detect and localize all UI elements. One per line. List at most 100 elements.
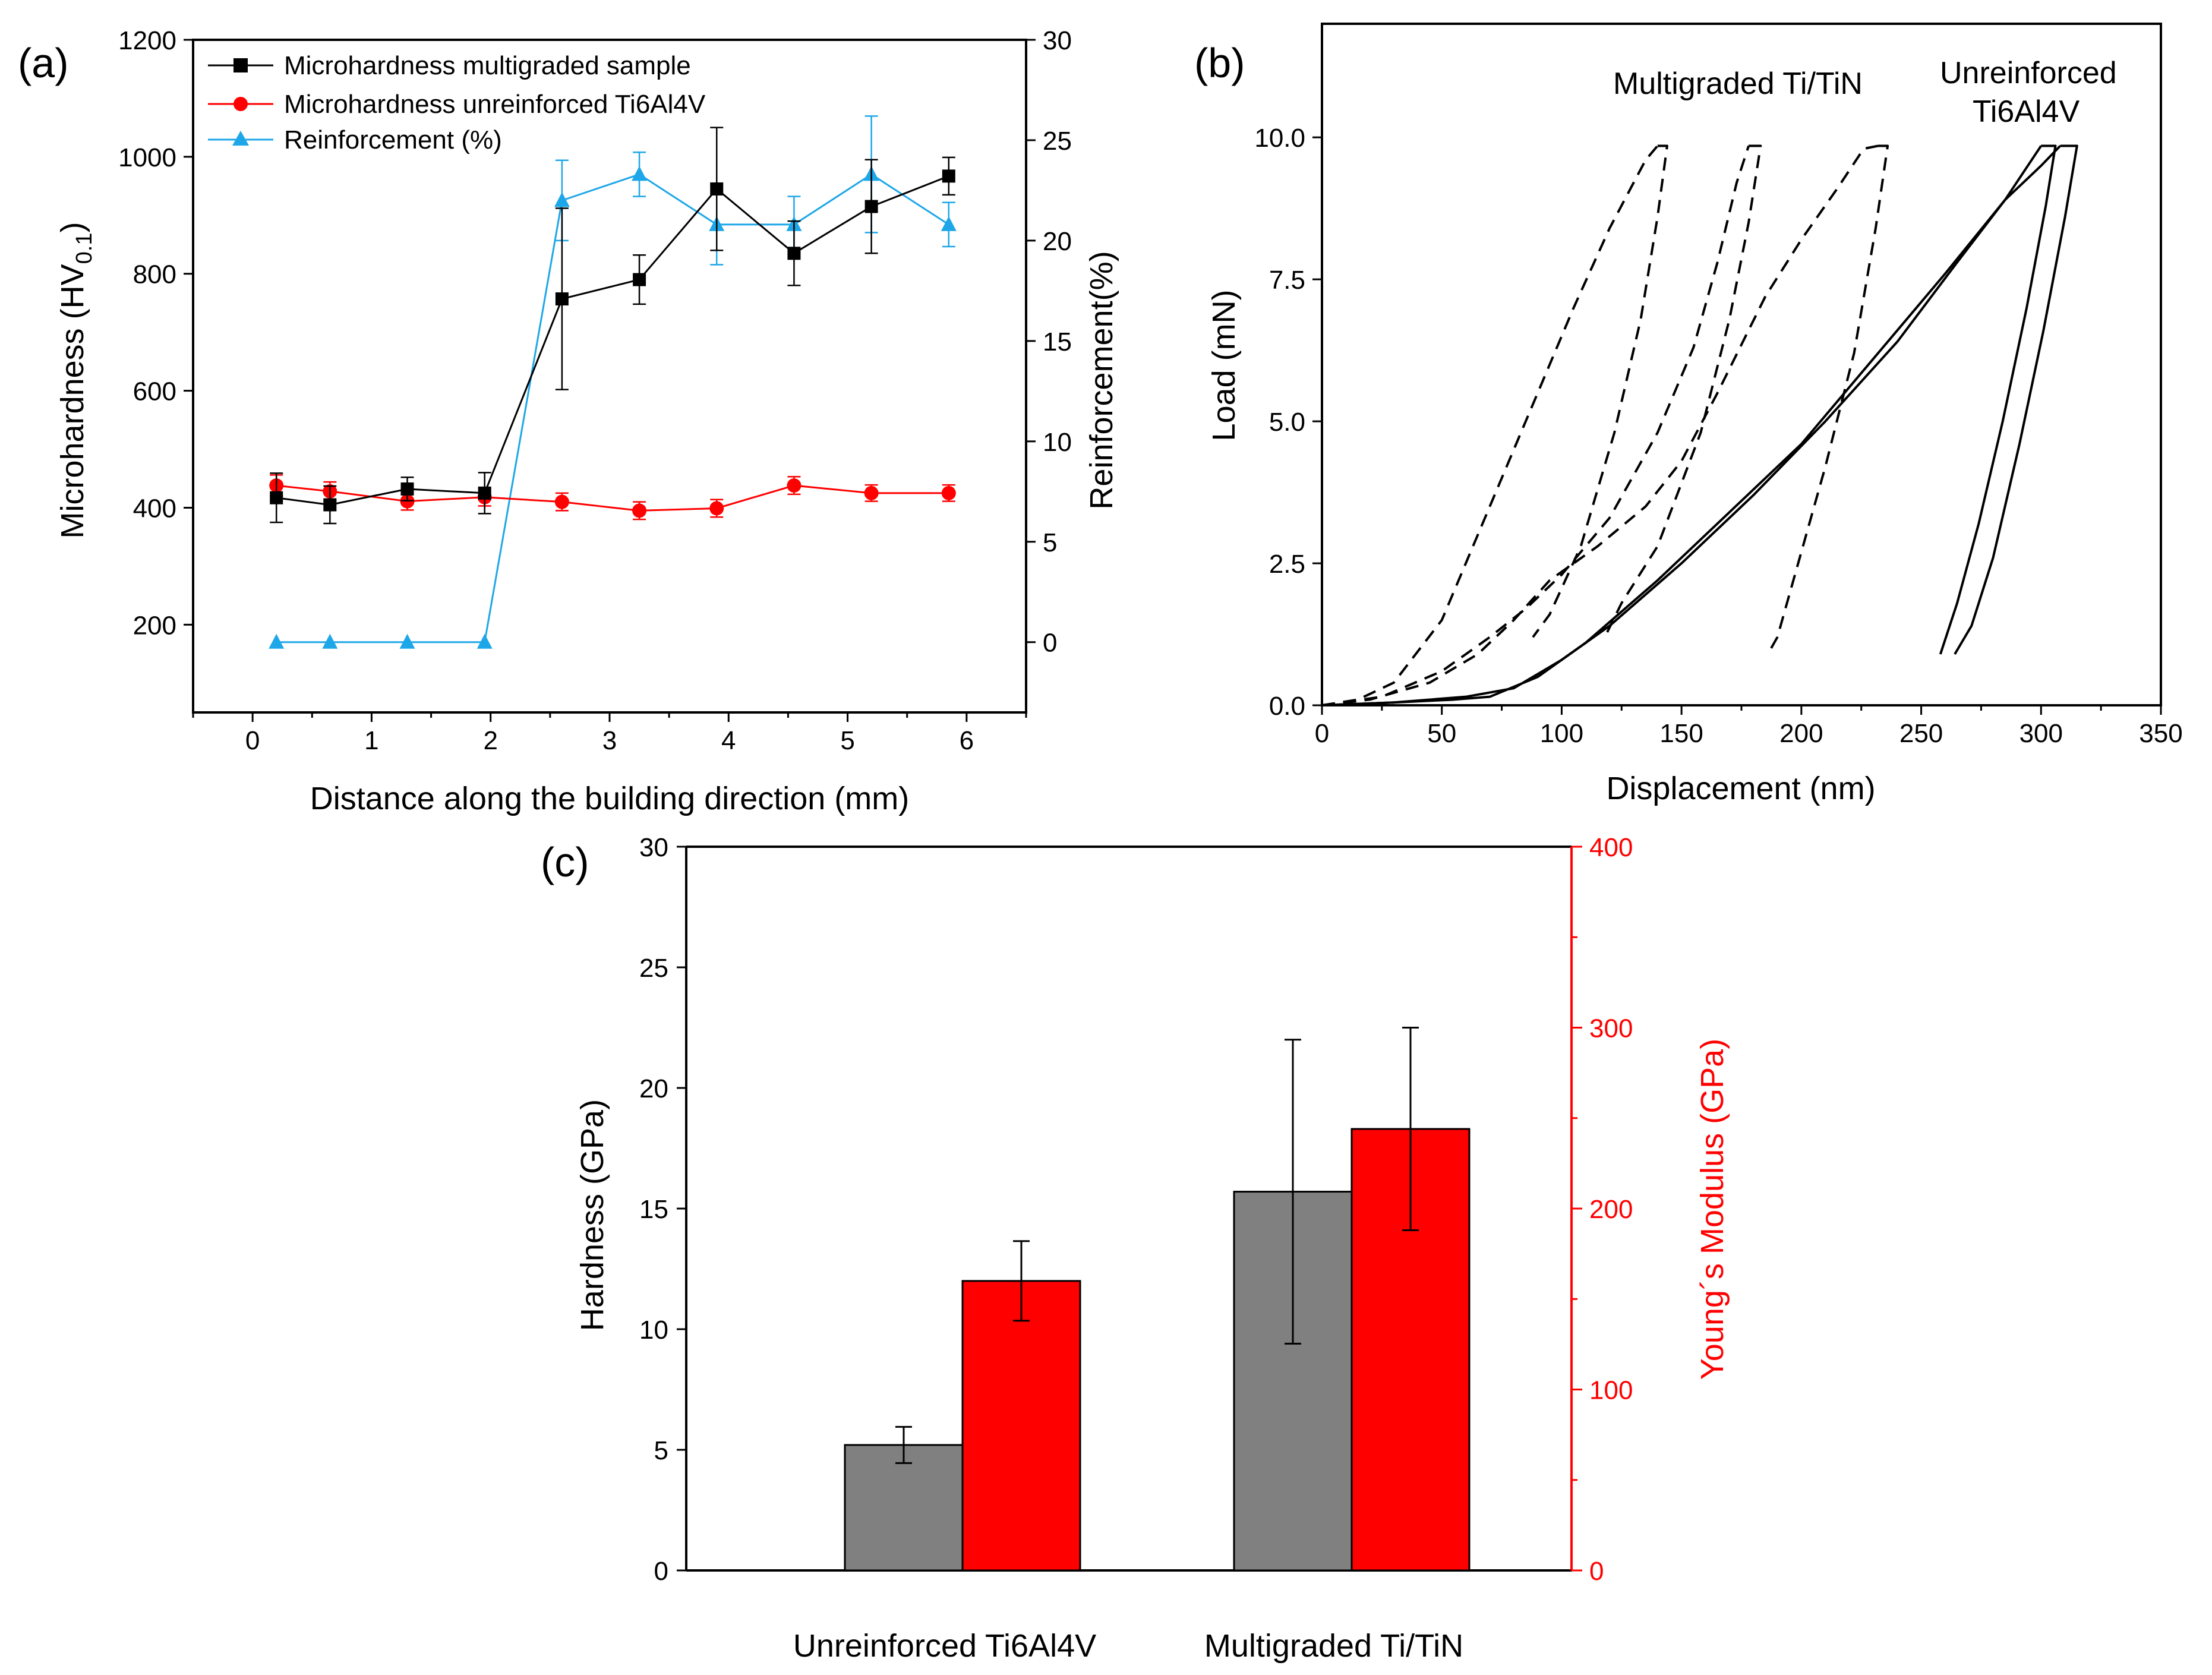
- y-tick-label: 25: [639, 954, 668, 983]
- x-tick-label: 0: [245, 726, 260, 755]
- loading-curve: [1321, 145, 2042, 706]
- y2-tick-label: 10: [1043, 428, 1072, 457]
- loading-curve: [1321, 145, 1750, 706]
- panel-a-label: (a): [18, 40, 69, 86]
- y2-tick-label: 30: [1043, 26, 1072, 55]
- y2-tick-label: 15: [1043, 327, 1072, 357]
- panel-a-y-axis-title: Microhardness (HV0.1): [55, 222, 97, 539]
- data-point-circle: [864, 485, 879, 500]
- y2-tick-label: 400: [1589, 833, 1633, 862]
- y2-tick-label: 20: [1043, 227, 1072, 256]
- loading-curve: [1321, 145, 1659, 706]
- x-tick-label: 6: [960, 726, 974, 755]
- data-point-square: [478, 486, 491, 500]
- y2-tick-label: 200: [1589, 1195, 1633, 1224]
- y2-tick-label: 300: [1589, 1014, 1633, 1043]
- data-point-square: [400, 482, 414, 496]
- annotation-multigraded: Multigraded Ti/TiN: [1613, 67, 1863, 101]
- series-line-square: [276, 175, 949, 506]
- legend-entry-unreinforced: Microhardness unreinforced Ti6Al4V: [284, 90, 706, 119]
- x-tick-label: 2: [483, 726, 497, 755]
- y2-tick-label: 5: [1043, 528, 1057, 557]
- panel-c-y-axis-title: Hardness (GPa): [575, 1099, 610, 1331]
- data-point-triangle: [399, 633, 415, 649]
- data-point-square: [942, 169, 955, 183]
- series-line-triangle: [276, 173, 949, 643]
- panel-b-x-axis-title: Displacement (nm): [1606, 771, 1875, 806]
- data-point-triangle: [269, 633, 285, 649]
- data-point-circle: [787, 478, 802, 493]
- panel-c-categories: Unreinforced Ti6Al4V Multigraded Ti/TiN: [793, 1628, 1463, 1664]
- panel-b-label: (b): [1194, 40, 1245, 86]
- y-tick-label: 10: [639, 1316, 668, 1345]
- y-tick-label: 15: [639, 1195, 668, 1224]
- data-point-square: [633, 273, 646, 286]
- x-tick-label: 0: [1315, 719, 1329, 748]
- x-tick-label: 1: [364, 726, 378, 755]
- series-line-circle: [276, 484, 949, 512]
- x-tick-label: 3: [602, 726, 617, 755]
- panel-b-y-axis: 0.0 2.5 5.0 7.5 10.0: [1254, 124, 1322, 721]
- panel-a-right-y-axis-title: Reinforcement(%): [1084, 251, 1119, 509]
- y-tick-label: 5.0: [1269, 408, 1305, 437]
- y-tick-label: 200: [133, 611, 176, 640]
- panel-c-right-y-axis-title: Young´s Modulus (GPa): [1695, 1039, 1730, 1380]
- y2-tick-label: 0: [1043, 629, 1057, 658]
- data-point-triangle: [322, 633, 338, 649]
- panel-c-bars: [844, 1027, 1471, 1572]
- y-tick-label: 0: [654, 1557, 668, 1586]
- y-tick-label: 20: [639, 1074, 668, 1103]
- data-point-triangle: [477, 633, 493, 649]
- y2-tick-label: 100: [1589, 1376, 1633, 1405]
- panel-c-label: (c): [541, 839, 589, 885]
- y-tick-label: 800: [133, 260, 176, 289]
- y-tick-label: 1000: [118, 143, 176, 172]
- panel-b-x-axis: 0 50 100 150 200 250 300 350: [1315, 705, 2183, 748]
- x-tick-label: 350: [2139, 719, 2182, 748]
- y-tick-label: 0.0: [1269, 692, 1305, 721]
- y-tick-label: 2.5: [1269, 550, 1305, 579]
- panel-a-left-y-axis: 200 400 600 800 1000 1200: [118, 26, 193, 640]
- x-tick-label: 150: [1659, 719, 1703, 748]
- panel-b-load-displacement-chart: (b) 0 50 100 150 200 250 300 350 0.0 2.5 5.0 7.5 10…: [1194, 23, 2183, 806]
- x-tick-label: 300: [2019, 719, 2063, 748]
- panel-b-curves: [1321, 144, 2078, 706]
- y2-tick-label: 25: [1043, 127, 1072, 156]
- legend-square-marker: [233, 58, 248, 72]
- panel-a-series: [269, 115, 957, 649]
- data-point-circle: [709, 501, 724, 516]
- unloading-curve: [1954, 144, 2078, 655]
- bar-youngs-modulus: [961, 1280, 1081, 1572]
- data-point-square: [710, 182, 724, 196]
- x-tick-label: 5: [840, 726, 854, 755]
- x-tick-label: 4: [721, 726, 736, 755]
- loading-curve: [1321, 145, 2061, 706]
- panel-a-x-axis-title: Distance along the building direction (m…: [310, 781, 910, 816]
- x-tick-label: 250: [1899, 719, 1943, 748]
- legend-triangle-marker: [232, 131, 249, 146]
- data-point-square: [864, 200, 878, 213]
- data-point-circle: [554, 494, 569, 509]
- legend-entry-multigraded: Microhardness multigraded sample: [284, 51, 691, 80]
- unloading-curve: [1766, 144, 1889, 655]
- annotation-ti6al4v: Ti6Al4V: [1973, 94, 2080, 129]
- unloading-curve: [1604, 144, 1762, 638]
- panel-a-right-y-axis: 0 5 10 15 20 25 30: [1026, 26, 1072, 658]
- panel-c-right-y-axis: 0 100 200 300 400: [1572, 833, 1633, 1586]
- unloading-curve: [1939, 144, 2057, 655]
- y-tick-label: 400: [133, 494, 176, 523]
- data-point-triangle: [554, 192, 570, 207]
- x-tick-label: 100: [1540, 719, 1583, 748]
- category-label: Unreinforced Ti6Al4V: [793, 1628, 1096, 1664]
- category-label: Multigraded Ti/TiN: [1204, 1628, 1463, 1664]
- y-tick-label: 30: [639, 833, 668, 862]
- data-point-triangle: [941, 216, 957, 231]
- annotation-unreinforced: Unreinforced: [1940, 56, 2117, 90]
- data-point-square: [323, 498, 337, 512]
- y2-tick-label: 0: [1589, 1557, 1604, 1586]
- data-point-square: [270, 491, 283, 504]
- panel-a-microhardness-chart: (a) 0 1 2 3 4 5 6 200 400 600 800 1000 1200 0 5 10 15 2…: [18, 26, 1119, 816]
- panel-c-bar-chart: (c) 0 5 10 15 20 25 30 0 100 200 300 400 Unreinfor…: [541, 833, 1730, 1664]
- data-point-square: [787, 247, 801, 260]
